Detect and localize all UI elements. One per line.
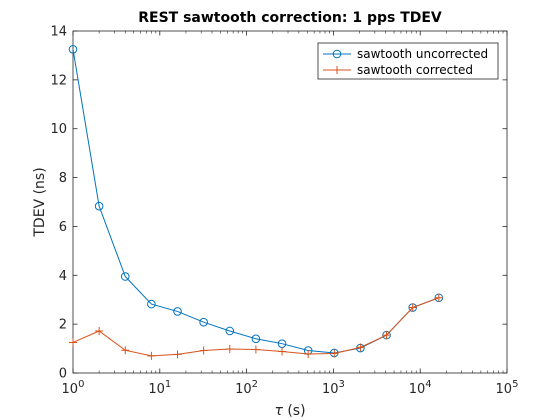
x-tick-label: 102 — [235, 379, 258, 397]
data-point-uncorrected — [173, 307, 182, 316]
x-tick-label-exponent: 4 — [425, 379, 431, 390]
legend: sawtooth uncorrected sawtooth corrected — [317, 42, 499, 80]
x-tick-label: 100 — [62, 379, 85, 397]
data-point-uncorrected — [199, 317, 208, 327]
y-tick-label: 12 — [50, 73, 67, 88]
data-point-uncorrected — [120, 272, 130, 281]
data-point-corrected — [121, 346, 130, 355]
x-tick-label-exponent: 3 — [338, 379, 344, 390]
legend-marker-corrected — [333, 66, 341, 74]
x-axis-label-symbol: τ — [274, 403, 283, 419]
data-point-corrected — [278, 347, 287, 356]
x-tick-label: 105 — [496, 379, 519, 397]
y-tick-label: 14 — [50, 25, 67, 40]
x-tick-label-exponent: 0 — [78, 379, 84, 390]
data-point-corrected — [408, 303, 417, 312]
x-tick-label-base: 10 — [62, 382, 79, 397]
data-point-uncorrected — [251, 334, 261, 344]
data-point-corrected — [304, 349, 313, 358]
data-point-corrected — [225, 345, 234, 354]
data-point-corrected — [95, 326, 104, 335]
y-tick-label: 6 — [59, 220, 67, 235]
y-axis-label: TDEV (ns) — [32, 167, 48, 237]
x-tick-label-base: 10 — [235, 382, 252, 397]
data-point-uncorrected — [68, 45, 78, 54]
x-tick-label-base: 10 — [496, 382, 513, 397]
data-point-corrected — [199, 346, 208, 355]
x-axis-label: τ (s) — [274, 403, 305, 419]
data-point-corrected — [330, 349, 339, 358]
data-point-corrected — [69, 338, 77, 347]
legend-marker-uncorrected — [332, 49, 342, 59]
data-point-corrected — [173, 350, 182, 359]
legend-entry-corrected: sawtooth corrected — [323, 63, 473, 77]
y-tick-label: 2 — [59, 318, 67, 333]
x-tick-label-base: 10 — [148, 382, 165, 397]
axes-box — [72, 30, 508, 374]
data-point-corrected — [382, 331, 391, 340]
legend-label-corrected: sawtooth corrected — [357, 63, 473, 77]
x-tick-label-exponent: 1 — [165, 379, 171, 390]
legend-label-uncorrected: sawtooth uncorrected — [357, 47, 488, 61]
chart-title: REST sawtooth correction: 1 pps TDEV — [138, 10, 442, 26]
data-point-corrected — [147, 351, 156, 360]
data-point-corrected — [251, 345, 260, 354]
legend-box — [317, 42, 499, 80]
y-tick-label: 4 — [59, 269, 67, 284]
plot-area — [73, 31, 507, 373]
data-point-uncorrected — [94, 201, 104, 211]
x-tick-label-exponent: 2 — [252, 379, 258, 390]
y-tick-label: 0 — [59, 367, 67, 382]
data-point-uncorrected — [225, 326, 235, 336]
series-layer — [68, 45, 444, 360]
x-tick-label-base: 10 — [322, 382, 339, 397]
data-point-corrected — [356, 343, 365, 352]
y-tick-label: 10 — [50, 122, 67, 137]
x-tick-label-base: 10 — [409, 382, 426, 397]
y-tick-label: 8 — [59, 171, 67, 186]
x-tick-label: 104 — [409, 379, 432, 397]
x-tick-label: 103 — [322, 379, 345, 397]
x-tick-label-exponent: 5 — [512, 379, 518, 390]
x-tick-label: 101 — [148, 379, 171, 397]
data-point-uncorrected — [147, 299, 156, 309]
x-axis-label-unit: (s) — [283, 403, 306, 419]
data-point-uncorrected — [277, 339, 287, 348]
data-point-corrected — [434, 293, 443, 302]
legend-entry-uncorrected: sawtooth uncorrected — [323, 47, 488, 61]
